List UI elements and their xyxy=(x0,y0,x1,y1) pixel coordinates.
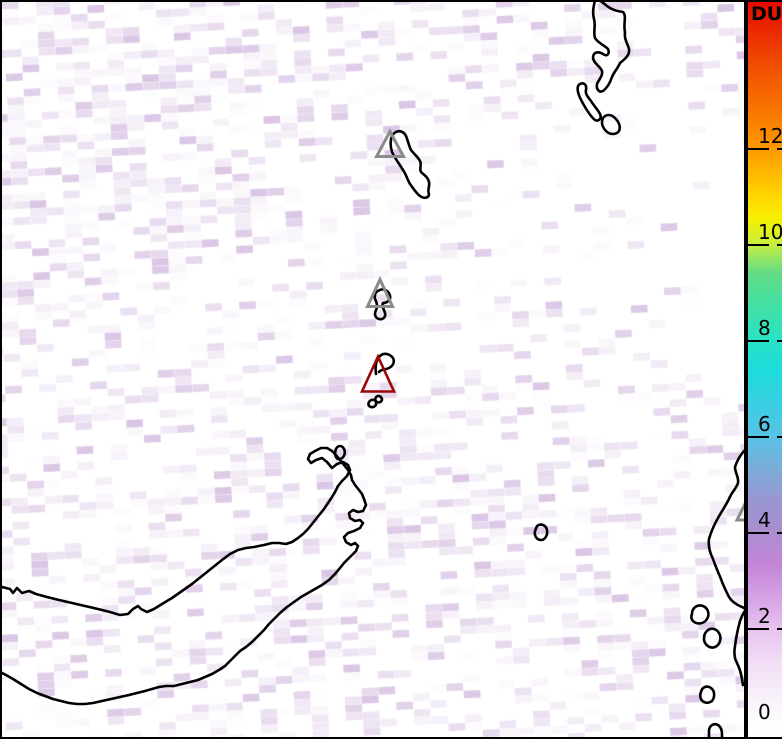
volcano-marker-2 xyxy=(365,275,395,308)
colorbar-tickline-right-12 xyxy=(777,148,782,150)
map-plot-area xyxy=(0,0,746,739)
coastline-island-volcano2 xyxy=(373,288,392,321)
coastline-island-drop xyxy=(533,523,549,542)
colorbar-tickline-10 xyxy=(748,244,769,246)
colorbar-tickline-right-6 xyxy=(777,436,782,438)
colorbar-units-label: DU xyxy=(751,3,782,25)
coastline-bottom-arch-island xyxy=(707,722,724,737)
colorbar-ticklabel-10: 10 xyxy=(758,220,782,244)
colorbar-ticklabel-4: 4 xyxy=(758,508,771,532)
colorbar-tickline-right-8 xyxy=(777,340,782,342)
colorbar: DU 12 10 8 6 4 2 0 xyxy=(746,0,782,739)
volcano-marker-1 xyxy=(373,128,407,158)
colorbar-ticklabel-0: 0 xyxy=(758,700,771,724)
volcano-marker-layer xyxy=(359,128,744,522)
coastline-round-island-3 xyxy=(698,685,716,705)
colorbar-tickline-right-4 xyxy=(777,532,782,534)
colorbar-tickline-12 xyxy=(748,148,769,150)
coastline-round-island-2 xyxy=(702,627,722,649)
coastline-island-north xyxy=(591,2,631,93)
colorbar-tickline-right-2 xyxy=(777,628,782,630)
coastline-and-marker-layer xyxy=(2,2,744,737)
coastline-islet-b xyxy=(374,394,384,404)
colorbar-tickline-2 xyxy=(748,628,769,630)
colorbar-tickline-right-10 xyxy=(777,244,782,246)
colorbar-ticklabel-6: 6 xyxy=(758,412,771,436)
volcano-marker-4 xyxy=(734,502,744,522)
coastline-round-island-1 xyxy=(690,604,710,625)
colorbar-tickline-6 xyxy=(748,436,769,438)
volcano-marker-3 xyxy=(359,353,397,393)
coastline-islet-a xyxy=(367,398,378,409)
colorbar-tickline-8 xyxy=(748,340,769,342)
coastline-peninsula xyxy=(2,446,368,706)
colorbar-ticklabel-8: 8 xyxy=(758,316,771,340)
colorbar-ticklabel-2: 2 xyxy=(758,604,771,628)
coastline-island-oval xyxy=(600,113,622,136)
colorbar-tickline-4 xyxy=(748,532,769,534)
coastline-right-edge xyxy=(707,449,744,687)
colorbar-ticklabel-12: 12 xyxy=(758,124,782,148)
colorbar-gradient xyxy=(748,2,782,737)
coastline-island-sliver xyxy=(576,82,602,122)
